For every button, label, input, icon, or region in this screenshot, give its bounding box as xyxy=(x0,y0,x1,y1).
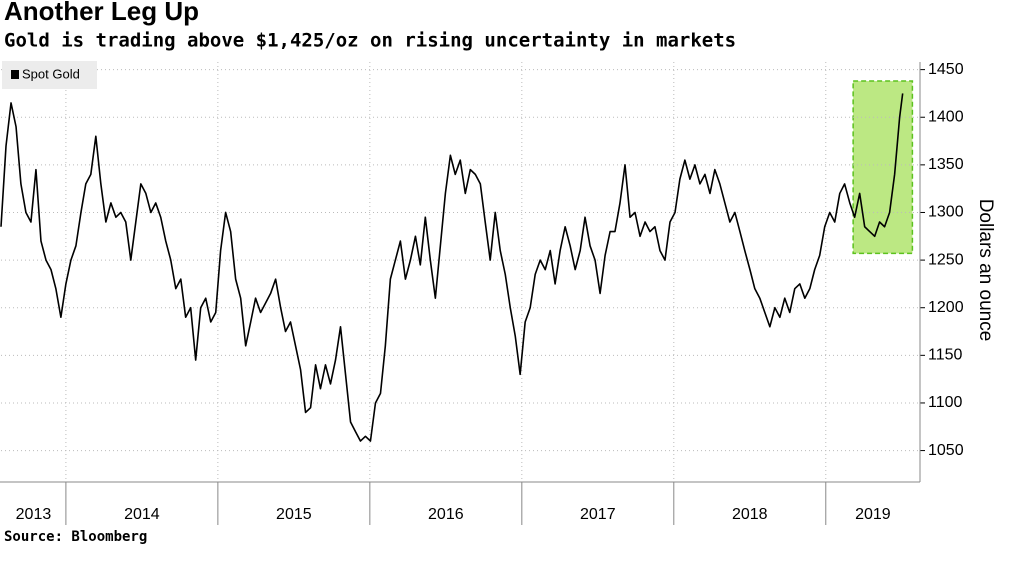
x-tick-label: 2018 xyxy=(732,506,768,523)
line xyxy=(0,93,904,442)
source: Source: Bloomberg xyxy=(4,529,147,545)
x-tick-label: 2013 xyxy=(16,506,52,523)
chart-title: Another Leg Up xyxy=(4,0,199,26)
y-tick-label: 1100 xyxy=(928,394,963,411)
y-tick-label: 1200 xyxy=(928,299,964,316)
x-tick-label: 2019 xyxy=(855,506,891,523)
x-tick-label: 2016 xyxy=(428,506,464,523)
legend-label: Spot Gold xyxy=(22,66,80,81)
highlight-box xyxy=(852,80,914,255)
chart-subtitle: Gold is trading above $1,425/oz on risin… xyxy=(4,30,736,52)
y-tick-label: 1050 xyxy=(928,442,964,459)
y-tick-label: 1400 xyxy=(928,108,964,125)
y-axis-label: Dollars an ounce xyxy=(975,199,996,342)
legend: Spot Gold xyxy=(2,61,97,89)
x-tick-label: 2015 xyxy=(276,506,312,523)
y-tick-label: 1450 xyxy=(928,61,964,78)
y-tick-label: 1350 xyxy=(928,156,964,173)
y-tick-label: 1250 xyxy=(928,251,964,268)
x-tick-label: 2017 xyxy=(580,506,616,523)
x-tick-label: 2014 xyxy=(124,506,160,523)
y-tick-label: 1300 xyxy=(928,204,964,221)
legend-swatch xyxy=(11,70,19,79)
y-tick-label: 1150 xyxy=(928,347,963,364)
